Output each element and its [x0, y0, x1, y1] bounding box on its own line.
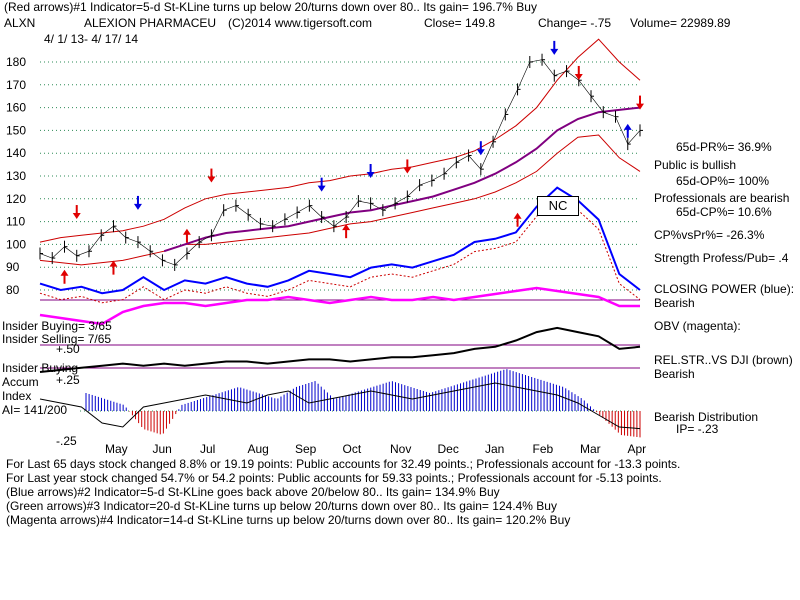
relstr-state: Bearish: [654, 367, 695, 381]
x-tick-label: Aug: [248, 442, 269, 456]
x-tick-label: Jul: [200, 442, 215, 456]
accum-label: Accum: [2, 375, 39, 389]
red-down-arrowhead: [72, 213, 81, 220]
relative-strength-line: [39, 326, 641, 373]
obv-line: [39, 286, 640, 326]
close-label: Close= 149.8: [424, 16, 496, 30]
blue-down-arrowhead: [366, 172, 375, 178]
insider-selling-label: Insider Selling= 7/65: [2, 332, 112, 346]
lower-band-line: [39, 134, 641, 266]
cp-vs-pr-label: CP%vsPr%= -26.3%: [654, 228, 765, 242]
red-down-arrowhead: [403, 167, 412, 174]
y-tick-label: 110: [6, 215, 25, 229]
blue-down-arrowhead: [133, 203, 142, 210]
red-up-arrowhead: [513, 212, 522, 219]
accum-tick-plus25: +.25: [56, 373, 80, 387]
x-tick-label: Feb: [533, 442, 554, 456]
x-tick-label: Jan: [485, 442, 504, 456]
x-tick-label: Dec: [438, 442, 459, 456]
x-tick-label: Apr: [628, 442, 647, 456]
red-down-arrowhead: [636, 103, 644, 110]
insider-buying-label: Insider Buying= 3/65: [2, 319, 112, 333]
moving-average-line: [163, 106, 641, 253]
y-tick-label: 100: [6, 237, 26, 251]
y-tick-label: 80: [6, 283, 20, 297]
blue-up-arrowhead: [623, 123, 632, 130]
index-label: Index: [2, 389, 32, 403]
red-down-arrowhead: [207, 176, 216, 183]
ai-label: AI= 141/200: [2, 403, 68, 417]
footer-line-3: (Blue arrows)#2 Indicator=5-d St-KLine g…: [6, 485, 500, 499]
op-label: 65d-OP%= 100%: [676, 174, 770, 188]
blue-down-arrowhead: [476, 149, 485, 156]
x-tick-label: May: [105, 442, 128, 456]
volume-label: Volume= 22989.89: [630, 16, 731, 30]
red-down-arrowhead: [574, 73, 583, 80]
accum-tick-plus50: +.50: [56, 342, 80, 356]
red-up-arrowhead: [109, 260, 118, 267]
x-tick-label: Mar: [580, 442, 601, 456]
x-tick-label: Oct: [343, 442, 362, 456]
upper-band-line: [39, 38, 641, 243]
insider-buying-label-2: Insider Buying: [2, 361, 79, 375]
y-tick-label: 170: [6, 78, 26, 92]
y-tick-label: 150: [6, 123, 26, 137]
ip-label: IP= -.23: [676, 422, 719, 436]
cp-label: 65d-CP%= 10.6%: [676, 205, 772, 219]
company-label: ALEXION PHARMACEU: [84, 16, 217, 30]
x-tick-label: Sep: [295, 442, 317, 456]
pr-label: 65d-PR%= 36.9%: [676, 140, 772, 154]
closing-power-label: CLOSING POWER (blue):: [654, 282, 795, 296]
obv-label: OBV (magenta):: [654, 319, 741, 333]
date-range-label: 4/ 1/ 13- 4/ 17/ 14: [44, 32, 139, 46]
blue-down-arrowhead: [550, 48, 559, 55]
y-tick-label: 130: [6, 169, 26, 183]
footer-line-2: For Last year stock changed 54.7% or 54.…: [6, 471, 662, 485]
x-tick-label: Nov: [390, 442, 411, 456]
change-label: Change= -.75: [538, 16, 612, 30]
accum-ma-line: [39, 382, 641, 430]
distribution-label: Bearish Distribution: [654, 410, 759, 424]
red-up-arrowhead: [342, 224, 351, 231]
public-label: Public is bullish: [654, 158, 737, 172]
blue-down-arrowhead: [317, 185, 326, 192]
x-tick-label: Jun: [153, 442, 172, 456]
footer-line-1: For Last 65 days stock changed 8.8% or 1…: [6, 457, 681, 471]
strength-label: Strength Profess/Pub= .4: [654, 251, 789, 265]
red-up-arrowhead: [182, 228, 191, 235]
footer-line-5: (Magenta arrows)#4 Indicator=14-d St-KLi…: [6, 513, 571, 527]
copyright-label: (C)2014 www.tigersoft.com: [228, 16, 373, 30]
footer-line-4: (Green arrows)#3 Indicator=20-d St-KLine…: [6, 499, 557, 513]
y-tick-label: 120: [6, 192, 26, 206]
red-up-arrowhead: [60, 269, 69, 276]
y-tick-label: 90: [6, 260, 20, 274]
ticker-label: ALXN: [4, 16, 36, 30]
professionals-label: Professionals are bearish: [654, 191, 790, 205]
relstr-label: REL.STR..VS DJI (brown): [654, 353, 793, 367]
y-tick-label: 140: [6, 146, 26, 160]
indicator-1-legend: (Red arrows)#1 Indicator=5-d St-KLine tu…: [4, 0, 537, 14]
y-tick-label: 160: [6, 101, 26, 115]
accum-tick-minus25: -.25: [56, 434, 77, 448]
nc-badge: NC: [537, 196, 579, 216]
y-tick-label: 180: [6, 55, 26, 69]
closing-power-state: Bearish: [654, 296, 695, 310]
price-line: [39, 59, 641, 266]
